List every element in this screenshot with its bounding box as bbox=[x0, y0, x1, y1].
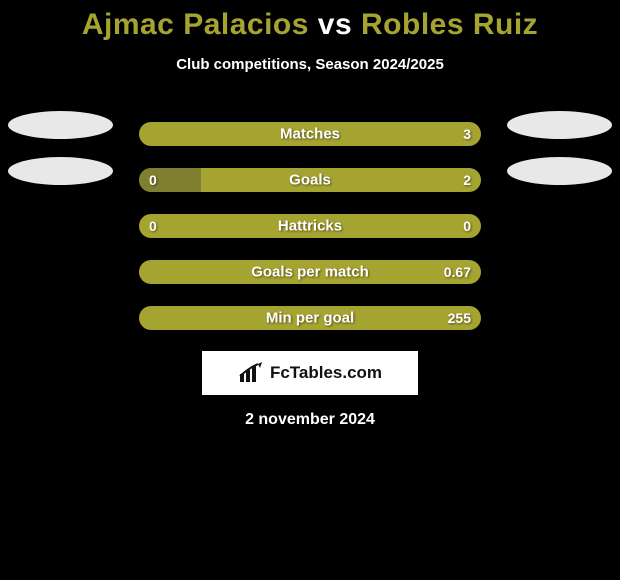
comparison-infographic: Ajmac Palacios vs Robles Ruiz Club compe… bbox=[0, 0, 620, 429]
player2-ellipse bbox=[507, 157, 612, 185]
stat-rows: Matches 3 0 Goals 2 0 Hattricks 0 Goals per matc… bbox=[0, 111, 620, 341]
stat-label: Goals bbox=[289, 172, 331, 189]
stat-bar: Matches 3 bbox=[139, 122, 481, 146]
player1-ellipse bbox=[8, 157, 113, 185]
page-title: Ajmac Palacios vs Robles Ruiz bbox=[0, 8, 620, 42]
stat-bar: 0 Goals 2 bbox=[139, 168, 481, 192]
date-text: 2 november 2024 bbox=[0, 411, 620, 429]
stat-value-left: 0 bbox=[149, 218, 157, 234]
stat-row: Min per goal 255 bbox=[0, 295, 620, 341]
stat-value-right: 0.67 bbox=[444, 264, 471, 280]
title-player2: Robles Ruiz bbox=[361, 8, 538, 41]
stat-label: Min per goal bbox=[266, 310, 354, 327]
stat-row: 0 Hattricks 0 bbox=[0, 203, 620, 249]
stat-label: Hattricks bbox=[278, 218, 342, 235]
brand-text: FcTables.com bbox=[270, 363, 382, 383]
player2-ellipse bbox=[507, 111, 612, 139]
stat-row: 0 Goals 2 bbox=[0, 157, 620, 203]
stat-label: Matches bbox=[280, 126, 340, 143]
brand-box[interactable]: FcTables.com bbox=[202, 351, 418, 395]
stat-label: Goals per match bbox=[251, 264, 369, 281]
chart-icon bbox=[238, 362, 264, 384]
stat-value-right: 3 bbox=[463, 126, 471, 142]
stat-value-right: 0 bbox=[463, 218, 471, 234]
title-vs: vs bbox=[318, 8, 352, 41]
stat-value-right: 255 bbox=[448, 310, 471, 326]
stat-row: Matches 3 bbox=[0, 111, 620, 157]
stat-value-right: 2 bbox=[463, 172, 471, 188]
title-player1: Ajmac Palacios bbox=[82, 8, 309, 41]
stat-value-left: 0 bbox=[149, 172, 157, 188]
stat-bar: Min per goal 255 bbox=[139, 306, 481, 330]
stat-row: Goals per match 0.67 bbox=[0, 249, 620, 295]
player1-ellipse bbox=[8, 111, 113, 139]
subtitle: Club competitions, Season 2024/2025 bbox=[0, 56, 620, 73]
stat-bar: Goals per match 0.67 bbox=[139, 260, 481, 284]
stat-bar: 0 Hattricks 0 bbox=[139, 214, 481, 238]
